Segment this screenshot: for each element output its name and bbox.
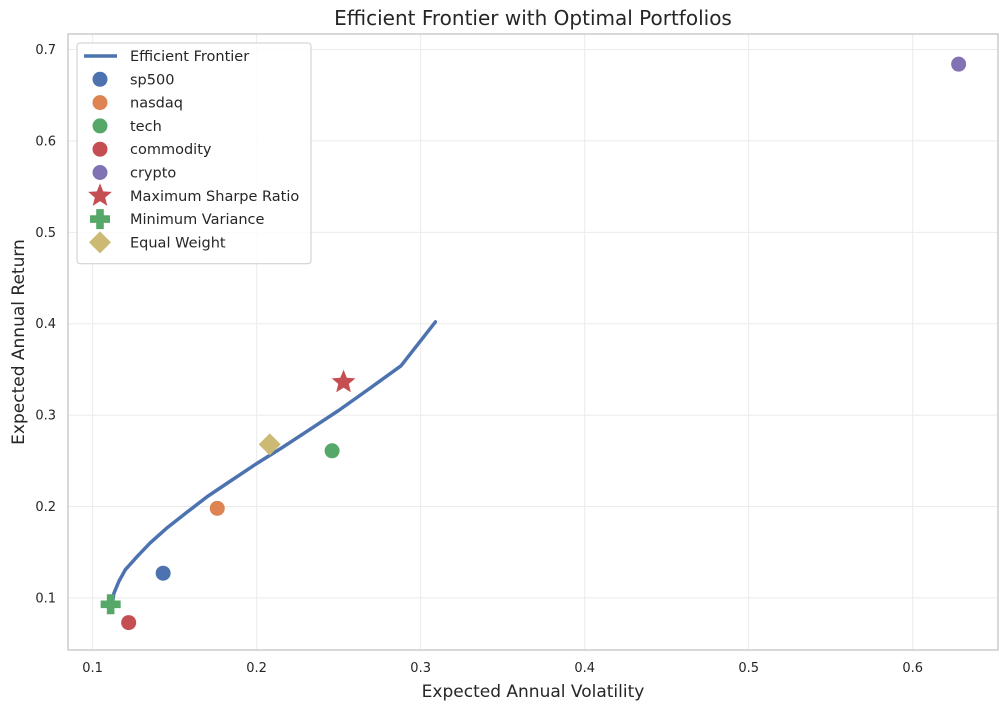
legend: Efficient Frontier sp500 nasdaq tech commodi… [76,42,312,265]
x-tick-label: 0.1 [82,661,103,676]
y-tick-label: 0.4 [35,317,56,332]
legend-label: tech [130,119,162,135]
asset-point-nasdaq [209,500,225,516]
legend-label: sp500 [130,72,174,88]
asset-point-commodity [121,615,137,631]
y-tick-label: 0.3 [35,409,56,424]
legend-swatch [92,165,108,180]
legend-swatch [92,95,108,111]
x-tick-label: 0.6 [902,661,923,676]
x-tick-label: 0.4 [574,661,595,676]
legend-label: Efficient Frontier [130,49,249,65]
y-axis-label: Expected Annual Return [9,239,29,445]
x-axis-ticks: 0.1 0.2 0.3 0.4 0.5 0.6 [82,661,923,676]
y-tick-label: 0.2 [35,500,56,515]
portfolio-point-maximum-sharpe-ratio [331,369,356,393]
legend-label: nasdaq [130,96,183,112]
legend-swatch [88,183,112,206]
series-layer [100,56,967,631]
asset-point-tech [324,443,340,459]
x-tick-label: 0.2 [246,661,267,676]
legend-label: crypto [130,166,176,182]
chart-title: Efficient Frontier with Optimal Portfoli… [334,6,732,30]
efficient-frontier-line [110,320,438,607]
legend-swatch [90,209,110,230]
legend-swatch [92,141,108,157]
x-axis-label: Expected Annual Volatility [422,682,645,702]
legend-swatch [89,231,111,254]
legend-label: Minimum Variance [130,212,265,228]
legend-label: commodity [130,142,212,158]
y-tick-label: 0.7 [35,43,56,58]
legend-swatch [92,71,108,87]
portfolio-point-minimum-variance [100,594,121,615]
y-tick-label: 0.1 [35,591,56,606]
legend-box [76,42,312,265]
legend-label: Equal Weight [130,235,226,251]
y-tick-label: 0.6 [35,134,56,149]
asset-point-crypto [951,56,967,72]
x-tick-label: 0.3 [410,661,431,676]
legend-swatch [92,118,108,134]
x-tick-label: 0.5 [738,661,759,676]
portfolio-point-equal-weight [258,433,281,456]
y-tick-label: 0.5 [35,226,56,241]
plot-area [67,33,999,651]
asset-point-sp500 [155,565,171,581]
y-axis-ticks: 0.1 0.2 0.3 0.4 0.5 0.6 0.7 [35,43,56,606]
legend-label: Maximum Sharpe Ratio [130,189,299,205]
